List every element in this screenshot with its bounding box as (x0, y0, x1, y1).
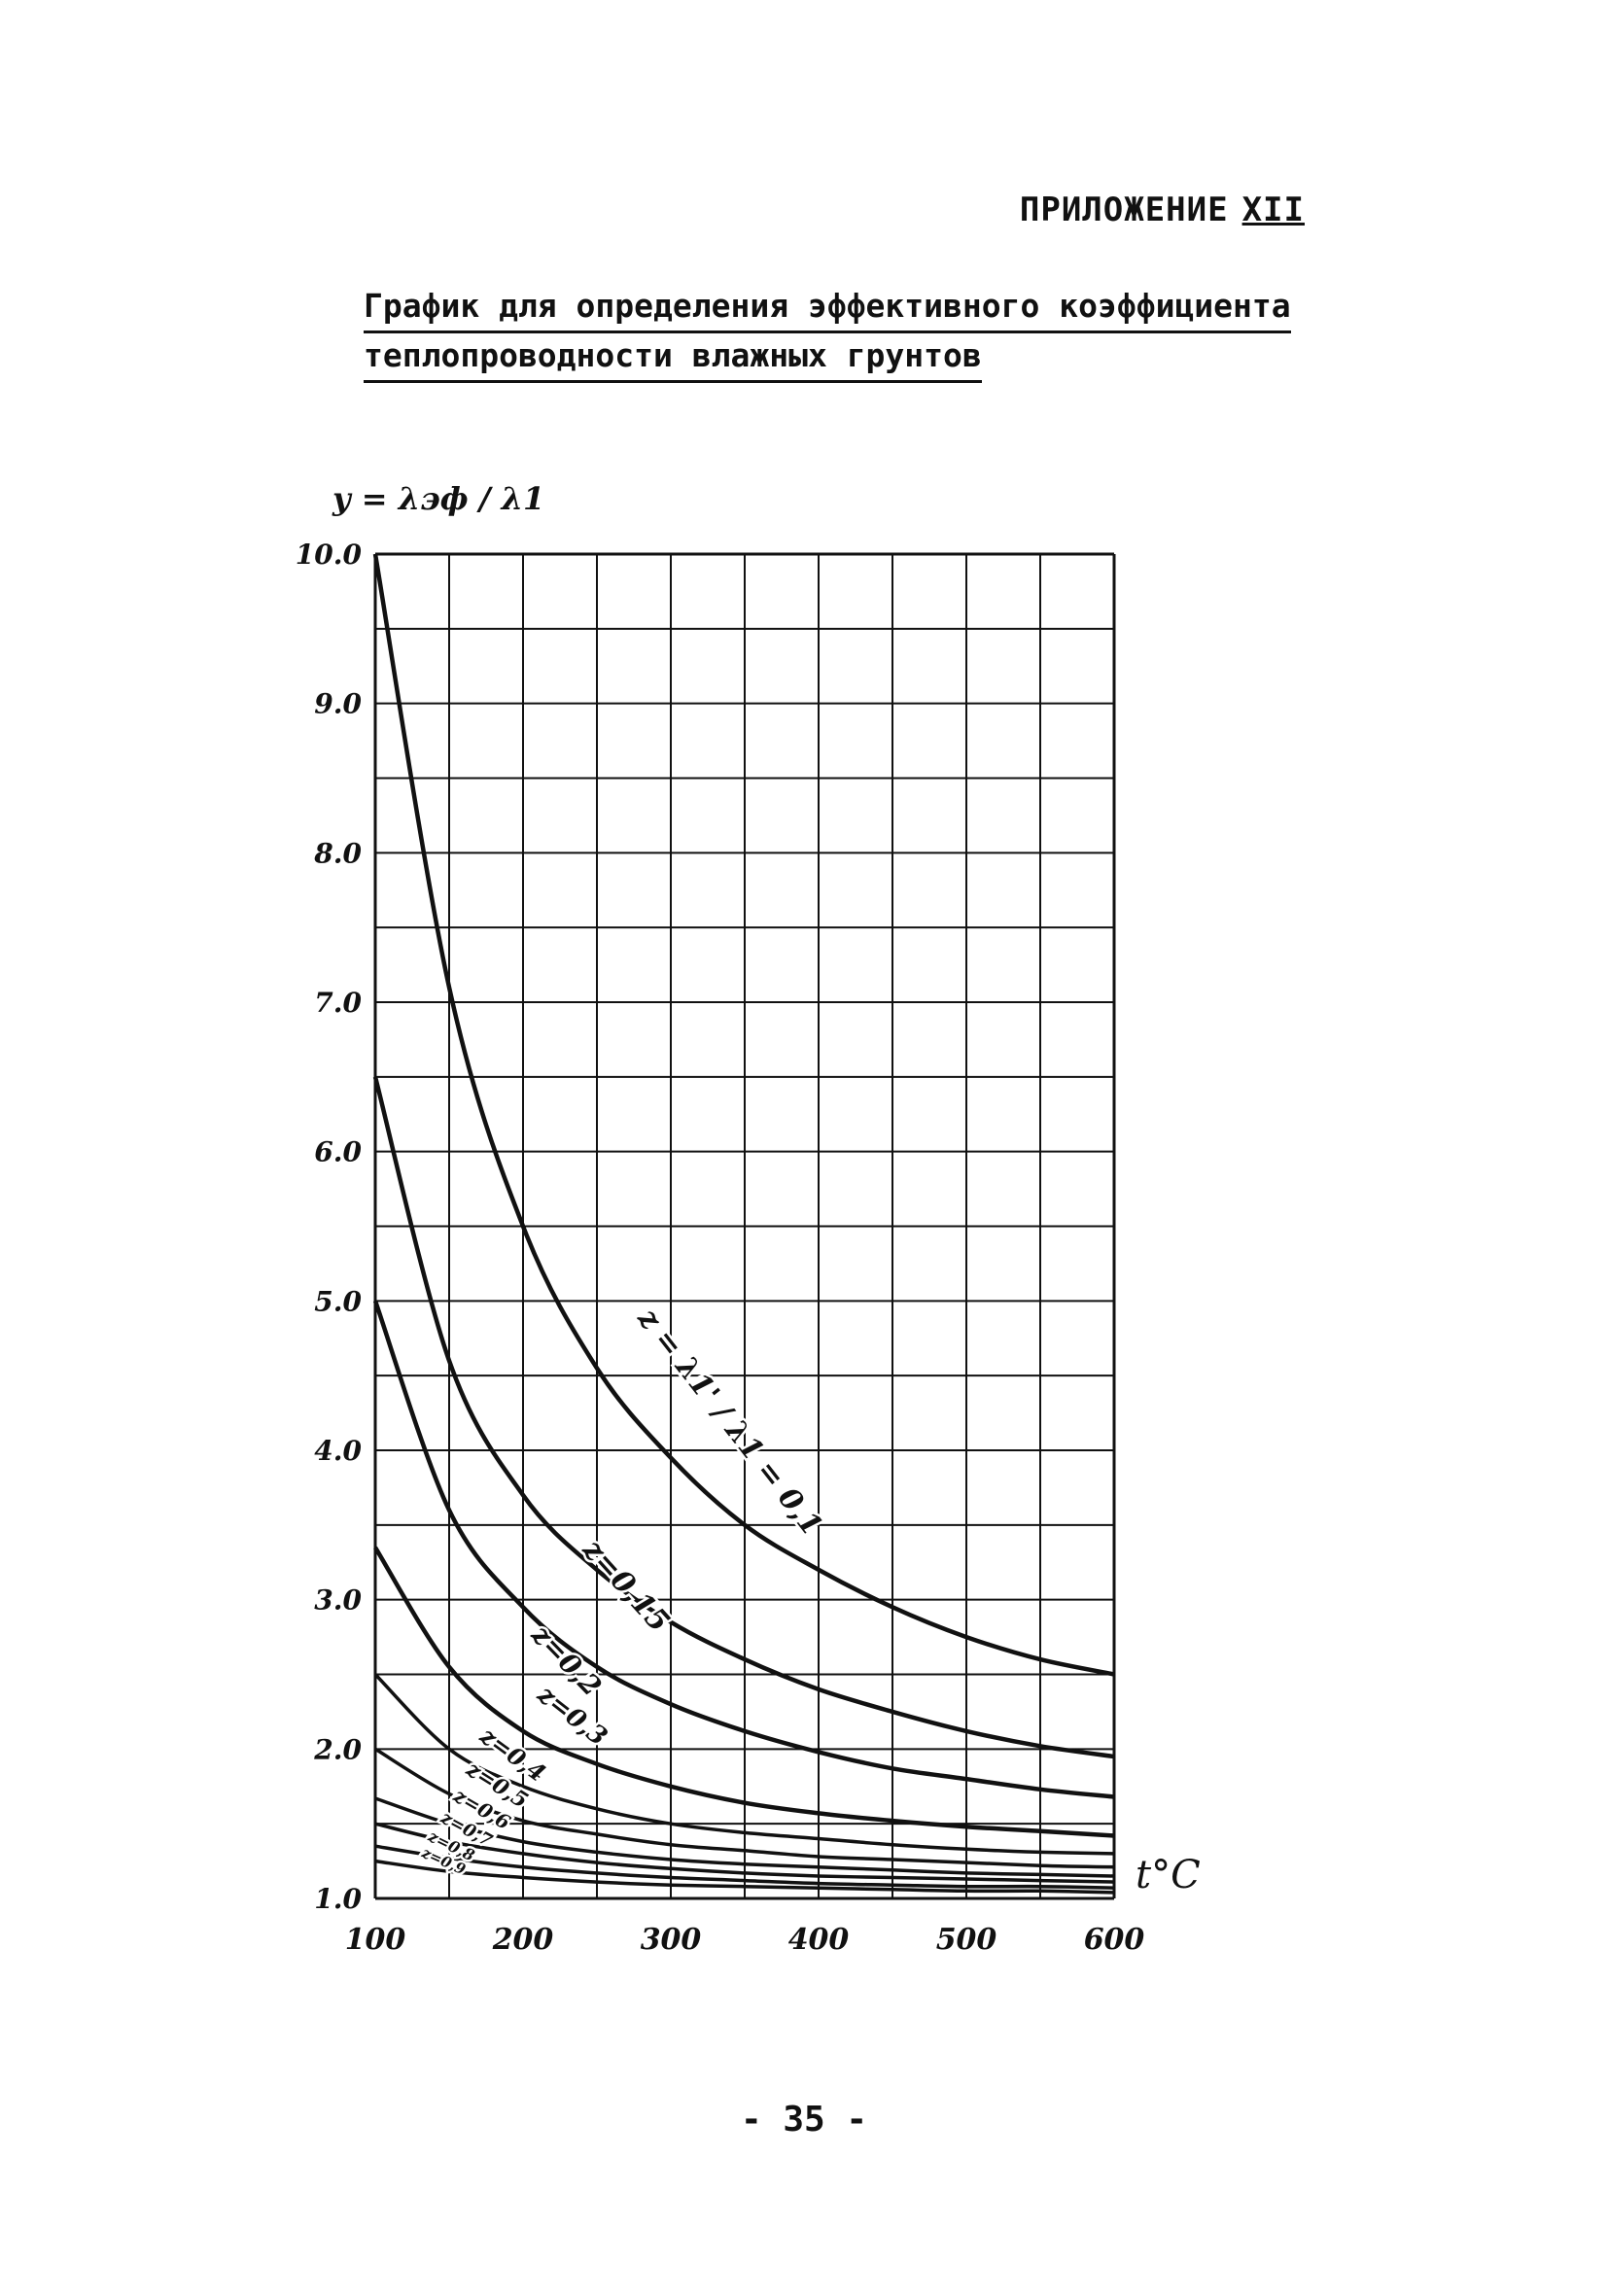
series-line (374, 1859, 1115, 1895)
y-tick-label: 2.0 (313, 1733, 362, 1765)
x-tick-label: 300 (641, 1923, 702, 1957)
series-line (374, 1822, 1115, 1884)
series-line (373, 1546, 1115, 1838)
series-labels: z = λ1' / λ1 = 0,1z=0,15z=0,2z=0,3z=0,4z… (416, 1299, 831, 1881)
appendix-label: ПРИЛОЖЕНИЕ (1019, 191, 1229, 229)
series-line (374, 1796, 1115, 1878)
series-label: z=0,2 (525, 1618, 609, 1702)
series-line (372, 1300, 1115, 1799)
series-line (372, 1076, 1115, 1759)
x-tick-label: 400 (788, 1923, 850, 1957)
appendix-heading: ПРИЛОЖЕНИЕ XII (1020, 191, 1305, 229)
title-line-2: теплопроводности влажных грунтов (364, 333, 982, 383)
x-tick-label: 600 (1084, 1923, 1145, 1957)
title-line-1: График для определения эффективного коэф… (364, 284, 1291, 333)
chart-grid (373, 552, 1116, 1900)
x-axis-label: t°C (1136, 1853, 1201, 1897)
axis-titles: y = λэф / λ1 t°C (332, 480, 1201, 1897)
series-line (374, 1747, 1115, 1869)
chart-title: График для определения эффективного коэф… (364, 284, 1307, 383)
appendix-number: XII (1241, 191, 1305, 229)
series-label: z=0,15 (576, 1532, 677, 1639)
y-axis-label: y = λэф / λ1 (332, 480, 544, 517)
y-tick-label: 5.0 (314, 1285, 362, 1317)
x-tick-label: 200 (492, 1923, 554, 1957)
y-tick-label: 6.0 (314, 1136, 362, 1168)
x-tick-label: 100 (345, 1923, 406, 1957)
y-tick-label: 4.0 (314, 1435, 362, 1467)
x-tick-label: 500 (936, 1923, 997, 1957)
y-tick-label: 7.0 (314, 987, 362, 1019)
y-tick-label: 3.0 (314, 1584, 362, 1617)
tick-labels: 100 200 300 400 500 600 1.0 2.0 3.0 4.0 5.0 6.0 7.0 8… (296, 539, 1145, 1957)
series-line (374, 1844, 1115, 1890)
series-lines (372, 553, 1115, 1895)
y-tick-label: 8.0 (313, 837, 362, 869)
y-tick-label: 10.0 (296, 539, 363, 571)
page-number: - 35 - (740, 2100, 868, 2139)
y-tick-label: 1.0 (314, 1883, 362, 1915)
series-label: z = λ1' / λ1 = 0,1 (630, 1302, 828, 1543)
y-tick-label: 9.0 (314, 688, 362, 720)
series-line (372, 553, 1115, 1677)
series-line (373, 1673, 1115, 1856)
